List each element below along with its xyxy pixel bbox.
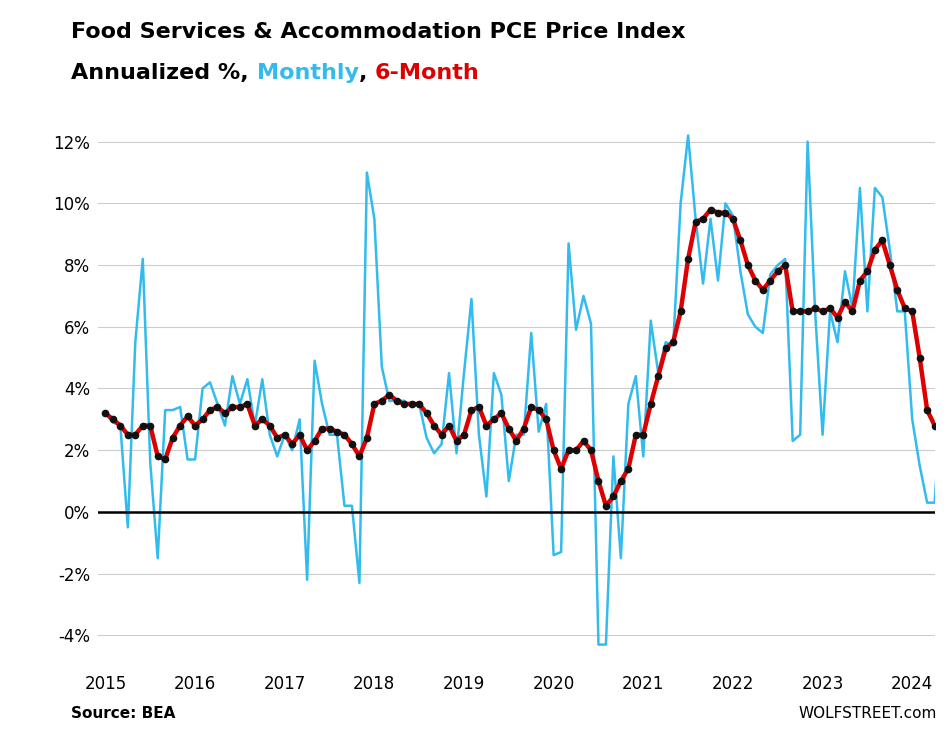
Text: Annualized %,: Annualized %,	[71, 63, 257, 83]
Text: 6-Month: 6-Month	[375, 63, 479, 83]
Text: Source: BEA: Source: BEA	[71, 706, 176, 721]
Text: Monthly: Monthly	[257, 63, 359, 83]
Text: ,: ,	[359, 63, 375, 83]
Text: Food Services & Accommodation PCE Price Index: Food Services & Accommodation PCE Price …	[71, 22, 686, 42]
Text: WOLFSTREET.com: WOLFSTREET.com	[798, 706, 937, 721]
